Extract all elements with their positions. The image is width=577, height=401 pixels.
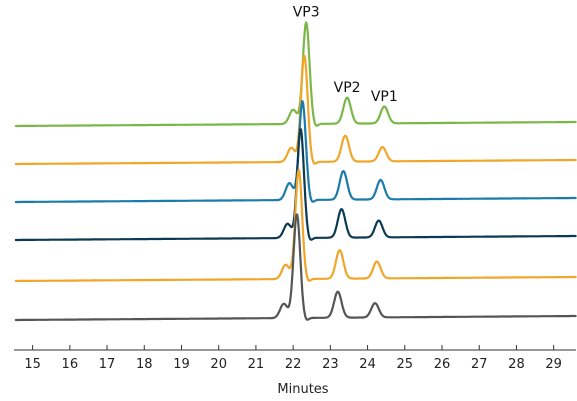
x-tick-label: 17 (99, 357, 116, 372)
x-tick-label: 29 (545, 357, 562, 372)
x-tick-label: 18 (136, 357, 153, 372)
trace-line (14, 21, 577, 128)
trace-line (14, 168, 577, 283)
peak-annotation: VP3 (293, 5, 320, 21)
peak-annotation: VP1 (371, 89, 398, 105)
x-ticks-group: 15 16 17 18 19 20 21 22 23 24 25 26 27 28 29 (24, 345, 562, 372)
x-tick-label: 16 (62, 357, 79, 372)
x-tick-label: 26 (434, 357, 451, 372)
x-tick-label: 24 (359, 357, 376, 372)
x-tick-label: 27 (471, 357, 488, 372)
x-tick-label: 22 (285, 357, 302, 372)
annotations-group: VP3 VP2 VP1 (293, 5, 398, 105)
x-tick-label: 28 (508, 357, 525, 372)
x-axis-label: Minutes (277, 382, 328, 397)
traces-group (14, 21, 577, 322)
x-tick-label: 25 (397, 357, 414, 372)
x-tick-label: 20 (210, 357, 227, 372)
x-tick-label: 23 (322, 357, 339, 372)
x-tick-label: 15 (24, 357, 41, 372)
x-tick-label: 19 (173, 357, 190, 372)
trace-line (14, 213, 577, 322)
trace-line (14, 54, 577, 166)
x-tick-label: 21 (248, 357, 265, 372)
peak-annotation: VP2 (334, 80, 361, 96)
